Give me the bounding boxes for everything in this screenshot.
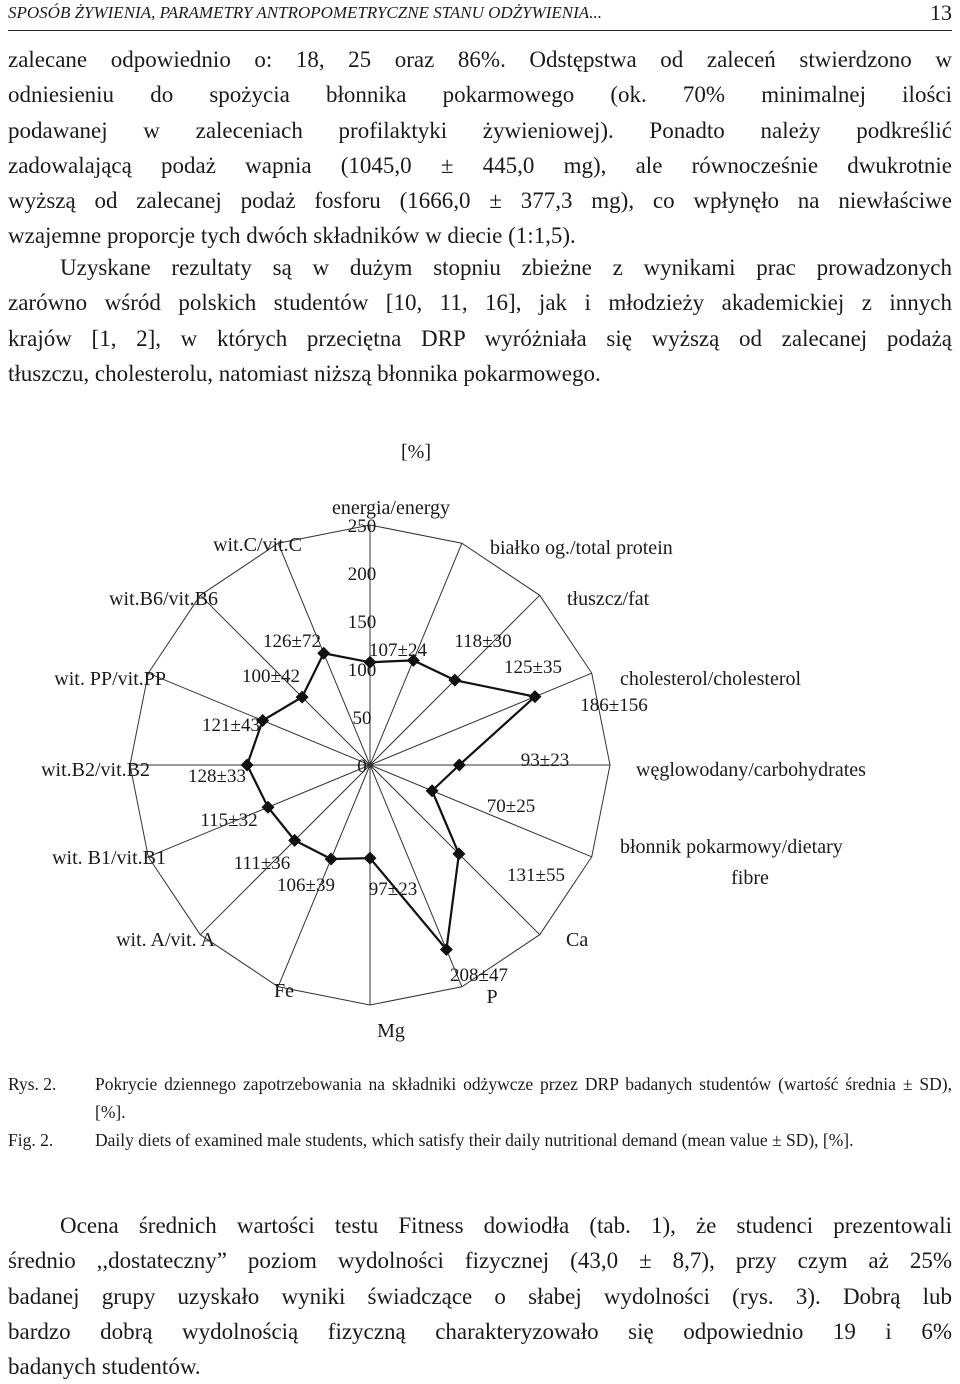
caption-label: Fig. 2. (8, 1130, 54, 1150)
radar-value-label: 106±39 (277, 875, 335, 896)
radar-spoke (369, 764, 541, 936)
paragraph-line: zadowalającą podaż wapnia (1045,0 ± 445,… (8, 152, 952, 178)
radar-spoke (199, 764, 371, 936)
radar-value-label: 125±35 (504, 657, 562, 678)
radar-axis-label: wit. PP/vit.PP (54, 668, 166, 690)
radar-axis-label: cholesterol/cholesterol (620, 668, 801, 690)
radar-point-marker (261, 800, 275, 814)
radar-value-label: 126±72 (263, 631, 321, 652)
radar-axis-label: wit.B6/vit.B6 (109, 588, 218, 610)
radar-point-marker (439, 942, 453, 956)
radar-value-label: 70±25 (487, 796, 535, 817)
paragraph-1: zalecane odpowiednio o: 18, 25 oraz 86%.… (8, 42, 952, 254)
header-title: SPOSÓB ŻYWIENIA, PARAMETRY ANTROPOMETRYC… (8, 3, 602, 22)
figure-caption-en: Fig. 2. Daily diets of examined male stu… (8, 1126, 952, 1182)
radar-value-label: 121±43 (202, 715, 260, 736)
radar-spoke (277, 764, 371, 987)
paragraph-line: odniesieniu do spożycia błonnika pokarmo… (8, 82, 952, 108)
paragraph-3: Ocena średnich wartości testu Fitness do… (8, 1208, 952, 1384)
radar-point-marker (406, 653, 420, 667)
paragraph-line: zalecane odpowiednio o: 18, 25 oraz 86%.… (8, 47, 952, 72)
paragraph-line: wzajemne proporcje tych dwóch składników… (8, 223, 576, 249)
radar-axis-labels: energia/energy białko og./total protein tł… (41, 497, 866, 1042)
caption-label: Rys. 2. (8, 1074, 57, 1094)
caption-text: Pokrycie dziennego zapotrzebowania na sk… (95, 1074, 952, 1122)
radar-spoke (148, 764, 371, 858)
paragraph-line: Ocena średnich wartości testu Fitness do… (60, 1213, 952, 1238)
paragraph-line: badanych studentów. (8, 1354, 201, 1380)
radar-spoke (369, 764, 592, 858)
radar-point-marker (452, 758, 466, 772)
radar-point-marker (324, 852, 338, 866)
radar-value-label: 111±36 (234, 853, 291, 874)
radar-point-marker (295, 690, 309, 704)
radar-spoke (369, 543, 463, 766)
paragraph-line: zarówno wśród polskich studentów [10, 11… (8, 290, 952, 316)
radar-scale-tick: 150 (348, 612, 377, 633)
running-header: SPOSÓB ŻYWIENIA, PARAMETRY ANTROPOMETRYC… (8, 0, 952, 31)
radar-point-marker (288, 833, 302, 847)
radar-point-marker (528, 690, 542, 704)
radar-point-marker (425, 784, 439, 798)
radar-scale-tick: 250 (348, 516, 377, 537)
radar-value-label: 107±24 (369, 640, 427, 661)
radar-point-marker (256, 714, 270, 728)
radar-axis-label: błonnik pokarmowy/dietary fibre (620, 836, 843, 889)
radar-value-label: 93±23 (521, 750, 569, 771)
radar-spoke (199, 594, 371, 766)
radar-scale-tick: 50 (353, 708, 372, 729)
radar-point-marker (448, 673, 462, 687)
radar-axis-label: energia/energy (332, 497, 450, 519)
radar-value-label: 186±156 (580, 695, 647, 716)
radar-series (240, 646, 542, 956)
radar-value-label: 100±42 (242, 666, 300, 687)
radar-point-marker (452, 847, 466, 861)
figure-caption-pl: Rys. 2. Pokrycie dziennego zapotrzebowan… (8, 1070, 952, 1126)
radar-value-label: 97±23 (369, 879, 417, 900)
radar-axis-label: Mg (377, 1020, 405, 1042)
radar-scale-tick: 200 (348, 564, 377, 585)
radar-scale-tick: 0 (357, 756, 367, 777)
radar-axis-label: wit.B2/vit.B2 (41, 759, 150, 781)
radar-axis-label: wit. A/vit. A (116, 929, 215, 951)
radar-value-label: 118±30 (454, 631, 511, 652)
page-number: 13 (930, 0, 952, 25)
radar-value-label: 208±47 (450, 965, 508, 986)
paragraph-line: wyższą od zalecanej podaż fosforu (1666,… (8, 188, 952, 214)
radar-value-label: 115±32 (200, 810, 257, 831)
radar-value-labels: 107±24 118±30 125±35 186±156 93±23 70±25 131±5… (188, 631, 648, 986)
radar-point-marker (240, 758, 254, 772)
radar-axis-label: tłuszcz/fat (567, 588, 650, 610)
caption-text: Daily diets of examined male students, w… (95, 1130, 854, 1150)
paragraph-line: krajów [1, 2], w których przeciętna DRP … (8, 325, 952, 351)
radar-value-label: 128±33 (188, 766, 246, 787)
radar-axis-label: Ca (566, 929, 588, 951)
paragraph-line: bardzo dobrą wydolnością fizyczną charak… (8, 1318, 952, 1344)
radar-point-marker (363, 655, 377, 669)
radar-point-marker (363, 851, 377, 865)
radar-axis-label: wit.C/vit.C (213, 534, 302, 556)
radar-axis-label: węglowodany/carbohydrates (636, 759, 866, 781)
radar-axis-label: wit. B1/vit.B1 (52, 847, 166, 869)
paragraph-2: Uzyskane rezultaty są w dużym stopniu zb… (8, 250, 952, 391)
radar-spoke (369, 672, 592, 766)
chart-unit-label: [%] (401, 441, 431, 463)
paragraph-line: Uzyskane rezultaty są w dużym stopniu zb… (60, 255, 952, 280)
paragraph-line: badanej grupy uzyskało wyniki świadczące… (8, 1283, 952, 1309)
radar-axis-label: białko og./total protein (490, 537, 673, 559)
paragraph-line: średnio ,,dostateczny” poziom wydolności… (8, 1248, 952, 1274)
paragraph-line: podawanej w zaleceniach profilaktyki żyw… (8, 117, 952, 143)
radar-value-label: 131±55 (507, 865, 565, 886)
paragraph-line: tłuszczu, cholesterolu, natomiast niższą… (8, 360, 601, 386)
radar-axis-label: Fe (274, 980, 294, 1002)
radar-point-marker (317, 646, 331, 660)
radar-axis-label: P (486, 986, 497, 1008)
